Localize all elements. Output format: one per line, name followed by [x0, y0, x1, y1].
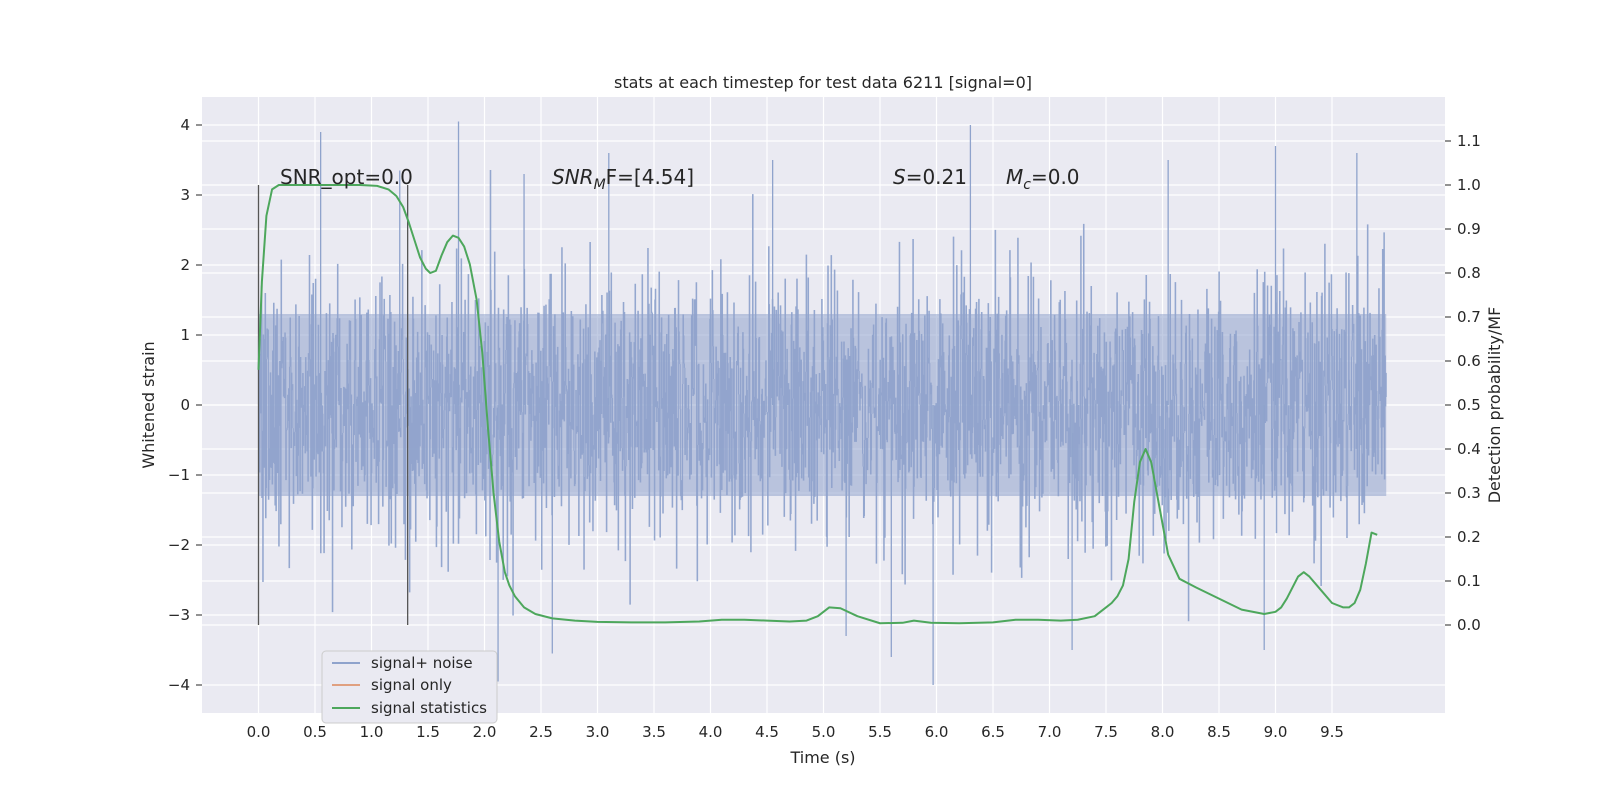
y-right-tick-label: 0.8 — [1457, 264, 1481, 282]
legend: signal+ noise signal only signal statist… — [321, 650, 498, 724]
y-axis-label: Whitened strain — [139, 341, 158, 468]
chart-title: stats at each timestep for test data 621… — [614, 73, 1032, 92]
y-axis-ticks: 4 3 2 1 0 −1 −2 −3 −4 — [168, 116, 202, 694]
annotation-snr-opt: SNR_opt=0.0 — [280, 165, 413, 189]
annotation-mc-sub: c — [1023, 177, 1031, 193]
y-right-tick-label: 0.3 — [1457, 484, 1481, 502]
x-tick-label: 1.5 — [416, 723, 440, 741]
y-tick-label: 0 — [180, 396, 190, 414]
y-tick-label: 3 — [180, 186, 190, 204]
y-tick-label: −1 — [168, 466, 190, 484]
x-axis-ticks: 0.0 0.5 1.0 1.5 2.0 2.5 3.0 3.5 4.0 4.5 5.0 5.5 6.0 6… — [247, 723, 1344, 741]
y-right-tick-label: 0.1 — [1457, 572, 1481, 590]
series-signal-noise — [257, 121, 1387, 685]
annotation-mc-main: M — [1006, 165, 1023, 189]
y-tick-label: −4 — [168, 676, 190, 694]
x-tick-label: 8.0 — [1151, 723, 1175, 741]
y-tick-label: −3 — [168, 606, 190, 624]
x-tick-label: 4.5 — [755, 723, 779, 741]
x-tick-label: 2.5 — [529, 723, 553, 741]
x-tick-label: 8.5 — [1207, 723, 1231, 741]
y-right-tick-label: 1.0 — [1457, 176, 1481, 194]
y-right-tick-label: 0.5 — [1457, 396, 1481, 414]
x-tick-label: 7.0 — [1038, 723, 1062, 741]
annotation-snr-mf-sub: M — [594, 177, 606, 193]
y-right-axis-label: Detection probability/MF — [1485, 307, 1504, 504]
y-right-axis-ticks: 1.1 1.0 0.9 0.8 0.7 0.6 0.5 0.4 0.3 0.2 0.1 0.0 — [1445, 132, 1481, 634]
x-tick-label: 6.0 — [925, 723, 949, 741]
x-tick-label: 6.5 — [981, 723, 1005, 741]
x-tick-label: 7.5 — [1094, 723, 1118, 741]
y-tick-label: 4 — [180, 116, 190, 134]
y-tick-label: 1 — [180, 326, 190, 344]
legend-label-signal-only: signal only — [371, 676, 452, 694]
x-tick-label: 3.0 — [586, 723, 610, 741]
annotation-s: S=0.21 — [893, 165, 967, 189]
y-right-tick-label: 0.7 — [1457, 308, 1481, 326]
annotation-mc: Mc=0.0 — [1006, 165, 1080, 193]
annotation-snr-mf-rest: F=[4.54] — [606, 165, 694, 189]
y-right-tick-label: 0.4 — [1457, 440, 1481, 458]
x-tick-label: 9.0 — [1264, 723, 1288, 741]
y-right-tick-label: 0.2 — [1457, 528, 1481, 546]
series-signal-statistics — [257, 184, 1378, 625]
window-lines — [257, 185, 409, 625]
y-tick-label: −2 — [168, 536, 190, 554]
legend-item-signal-noise: signal+ noise — [332, 654, 473, 672]
annotation-mc-rest: =0.0 — [1031, 165, 1080, 189]
y-right-tick-label: 1.1 — [1457, 132, 1481, 150]
legend-label-signal-noise: signal+ noise — [371, 654, 473, 672]
legend-box — [321, 650, 498, 724]
x-tick-label: 0.5 — [303, 723, 327, 741]
annotation-snr-mf-main: SNR — [552, 165, 594, 189]
x-axis-label: Time (s) — [789, 748, 855, 767]
x-tick-label: 2.0 — [473, 723, 497, 741]
x-tick-label: 1.0 — [360, 723, 384, 741]
annotation-s-main: S — [893, 165, 906, 189]
legend-item-signal-statistics: signal statistics — [332, 699, 487, 717]
x-tick-label: 3.5 — [642, 723, 666, 741]
annotation-snr-mf: SNRMF=[4.54] — [552, 165, 694, 193]
x-tick-label: 0.0 — [247, 723, 271, 741]
signal-noise-core — [258, 314, 1387, 496]
x-tick-label: 5.0 — [812, 723, 836, 741]
signal-statistics-line — [257, 184, 1378, 625]
annotation-s-rest: =0.21 — [906, 165, 967, 189]
y-right-tick-label: 0.9 — [1457, 220, 1481, 238]
y-tick-label: 2 — [180, 256, 190, 274]
x-tick-label: 9.5 — [1320, 723, 1344, 741]
y-right-tick-label: 0.6 — [1457, 352, 1481, 370]
y-right-tick-label: 0.0 — [1457, 616, 1481, 634]
legend-item-signal-only: signal only — [332, 676, 452, 694]
x-tick-label: 4.0 — [699, 723, 723, 741]
legend-label-signal-statistics: signal statistics — [371, 699, 487, 717]
x-tick-label: 5.5 — [868, 723, 892, 741]
